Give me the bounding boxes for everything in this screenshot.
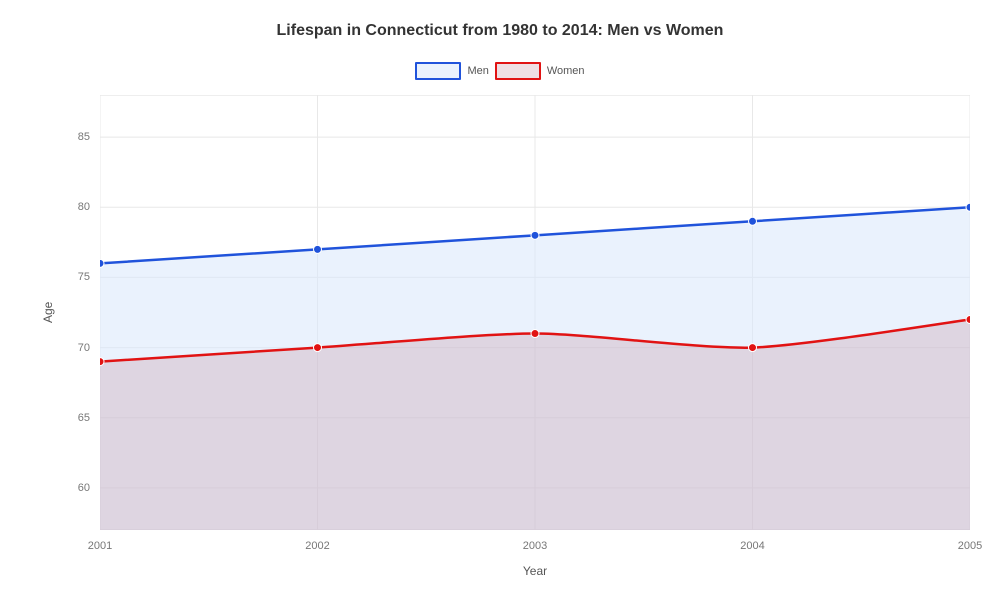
chart-container: Lifespan in Connecticut from 1980 to 201… [0, 0, 1000, 600]
chart-title: Lifespan in Connecticut from 1980 to 201… [0, 22, 1000, 40]
y-tick-label: 85 [78, 131, 90, 143]
x-axis-label: Year [523, 564, 547, 578]
legend-swatch-women [495, 62, 541, 80]
marker-women [100, 358, 104, 366]
plot-area [100, 95, 970, 530]
y-tick-label: 60 [78, 482, 90, 494]
x-tick-label: 2002 [305, 540, 329, 552]
x-tick-label: 2005 [958, 540, 982, 552]
marker-women [314, 344, 322, 352]
x-tick-label: 2003 [523, 540, 547, 552]
legend-item-men: Men [415, 62, 488, 80]
y-tick-label: 75 [78, 271, 90, 283]
marker-men [314, 245, 322, 253]
marker-men [749, 217, 757, 225]
marker-men [100, 259, 104, 267]
y-tick-label: 65 [78, 412, 90, 424]
legend-label-men: Men [467, 65, 488, 77]
legend-label-women: Women [547, 65, 585, 77]
y-tick-label: 80 [78, 201, 90, 213]
legend: Men Women [0, 62, 1000, 80]
x-tick-label: 2004 [740, 540, 764, 552]
legend-swatch-men [415, 62, 461, 80]
marker-men [966, 203, 970, 211]
x-tick-label: 2001 [88, 540, 112, 552]
legend-item-women: Women [495, 62, 585, 80]
marker-women [749, 344, 757, 352]
y-axis-label: Age [41, 302, 55, 323]
plot-svg [100, 95, 970, 530]
marker-women [966, 316, 970, 324]
marker-men [531, 231, 539, 239]
marker-women [531, 330, 539, 338]
y-tick-label: 70 [78, 342, 90, 354]
